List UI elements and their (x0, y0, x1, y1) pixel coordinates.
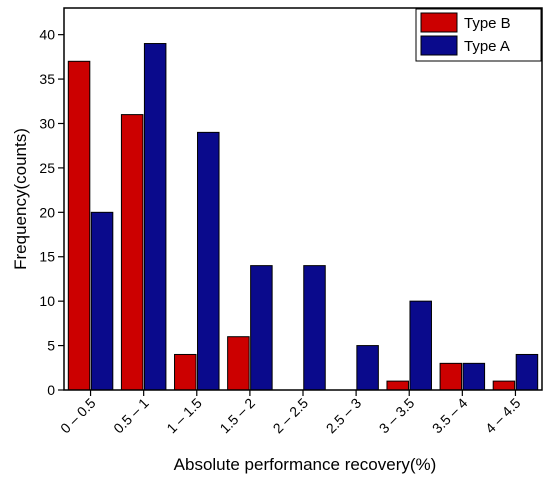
bar-type-a-6 (409, 300, 432, 391)
plot-frame (63, 7, 543, 391)
legend-swatch-type-b (420, 12, 458, 33)
bar-type-b-3 (227, 336, 250, 391)
legend-swatch-type-a (420, 35, 458, 56)
x-tick-label: 4 – 4.5 (482, 395, 524, 437)
y-tick-label: 10 (39, 293, 55, 309)
y-tick-label: 5 (47, 338, 55, 354)
y-axis-title: Frequency(counts) (11, 128, 30, 270)
y-tick-label: 35 (39, 71, 55, 87)
x-tick-label: 1.5 – 2 (216, 395, 258, 437)
legend-label-type-a: Type A (464, 38, 510, 55)
y-tick-label: 0 (47, 382, 55, 398)
x-tick-label: 2.5 – 3 (323, 395, 365, 437)
x-tick-label: 3.5 – 4 (429, 395, 471, 437)
x-tick-label: 0 – 0.5 (57, 395, 99, 437)
bar-type-a-0 (90, 211, 114, 391)
bar-type-a-1 (143, 43, 167, 391)
bar-type-a-3 (250, 265, 273, 391)
y-tick-label: 25 (39, 160, 55, 176)
bars-group (67, 43, 539, 391)
x-axis-title: Absolute performance recovery(%) (174, 455, 437, 474)
bar-type-b-2 (174, 353, 197, 391)
bar-type-b-6 (386, 380, 409, 391)
y-axis-ticks: 0 5 10 15 20 25 30 35 40 (39, 27, 64, 398)
y-tick-label: 15 (39, 249, 55, 265)
bar-type-b-7 (439, 362, 463, 391)
x-axis-ticks: 0 – 0.5 0.5 – 1 1 – 1.5 1.5 – 2 2 – 2.5 2.5 –… (57, 390, 524, 436)
bar-type-a-2 (197, 131, 220, 391)
bar-type-a-4 (303, 265, 326, 391)
bar-type-a-7 (462, 362, 486, 391)
legend: Type B Type A (415, 8, 542, 62)
bar-type-b-1 (120, 114, 144, 391)
x-tick-label: 3 – 3.5 (376, 395, 418, 437)
x-tick-label: 2 – 2.5 (270, 395, 312, 437)
bar-type-a-5 (356, 345, 379, 391)
bar-type-b-8 (492, 380, 516, 391)
x-tick-label: 1 – 1.5 (163, 395, 205, 437)
bar-type-b-0 (67, 60, 91, 391)
x-tick-label: 0.5 – 1 (110, 395, 152, 437)
bar-type-a-8 (515, 353, 539, 391)
y-tick-label: 30 (39, 115, 55, 131)
y-tick-label: 40 (39, 27, 55, 43)
y-tick-label: 20 (39, 204, 55, 220)
legend-label-type-b: Type B (464, 15, 511, 32)
